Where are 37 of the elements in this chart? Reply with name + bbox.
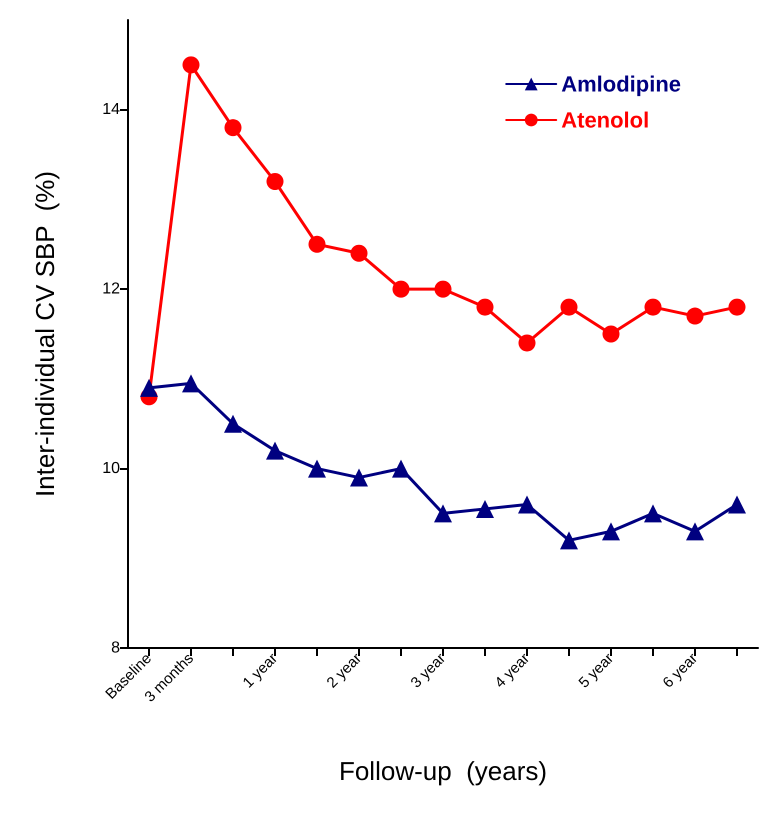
point [686, 522, 704, 540]
point [434, 280, 452, 298]
point [518, 334, 536, 352]
point [224, 119, 242, 136]
point [224, 414, 242, 433]
point [476, 500, 494, 518]
legend-label: Atenolol [561, 108, 650, 132]
point [560, 531, 578, 550]
y-tick-label: 14 [102, 101, 120, 118]
point [602, 326, 620, 342]
legend-label: Amlodipine [561, 72, 682, 96]
point [728, 495, 746, 514]
point [686, 308, 704, 325]
point [560, 298, 578, 316]
point [308, 460, 326, 478]
point [182, 374, 200, 392]
x-axis-title: Follow-up (years) [338, 756, 548, 786]
y-tick-label: 12 [102, 280, 120, 298]
point [140, 378, 158, 397]
point [392, 280, 410, 298]
point [434, 504, 452, 522]
point [728, 298, 746, 316]
point [266, 172, 284, 190]
point [266, 442, 284, 460]
point [350, 468, 368, 487]
point [308, 236, 326, 253]
y-axis-title: Inter-individual CV SBP (%) [30, 170, 60, 498]
point [602, 522, 620, 540]
point [182, 56, 200, 74]
point [518, 495, 536, 514]
point [644, 298, 662, 316]
point [644, 504, 662, 522]
y-tick-label: 8 [111, 640, 120, 656]
y-tick-label: 10 [102, 460, 120, 478]
point [350, 244, 368, 262]
point [476, 298, 494, 316]
point [392, 460, 410, 478]
